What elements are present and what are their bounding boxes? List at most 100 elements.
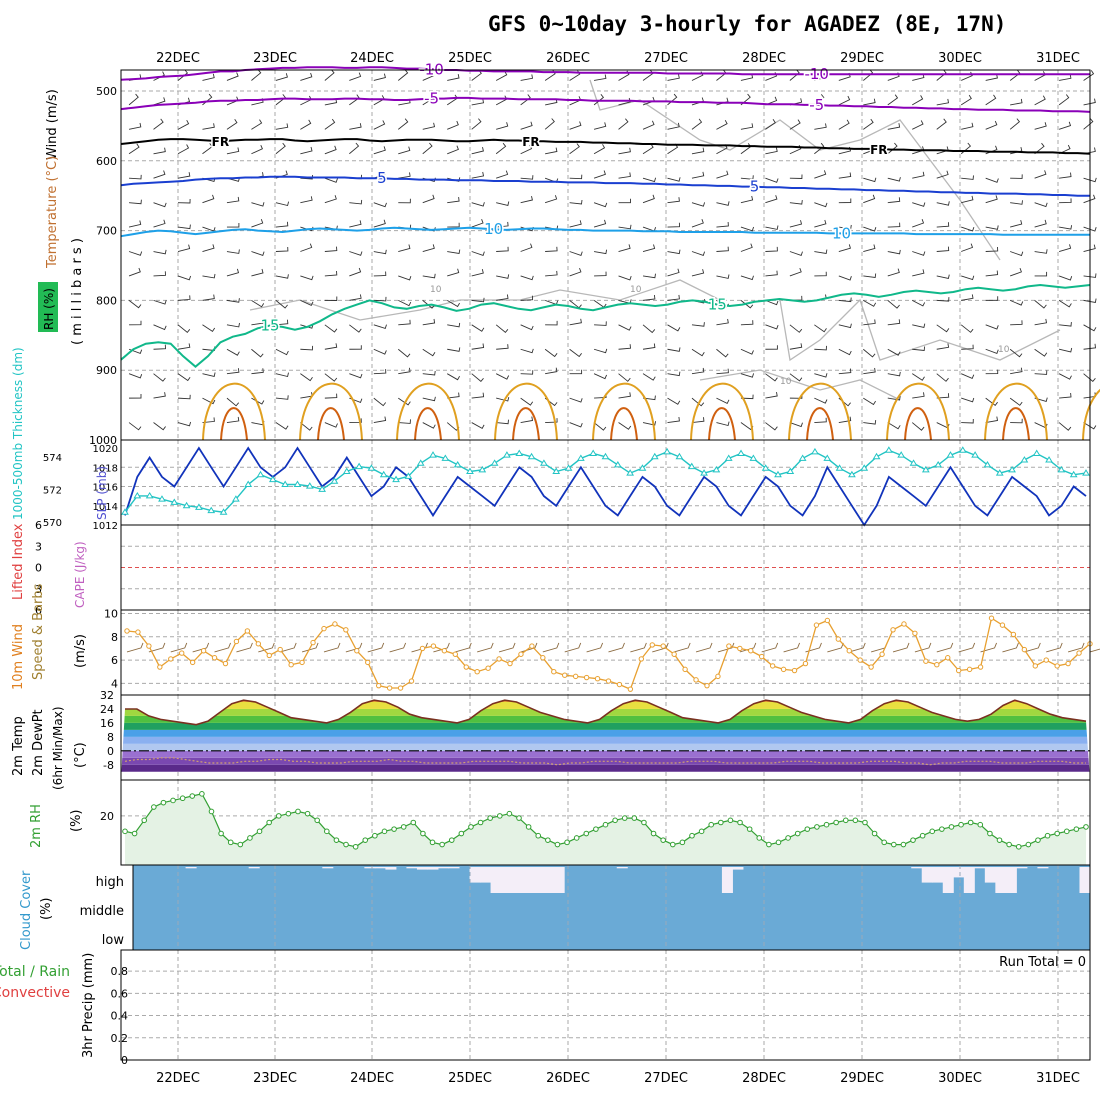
wind10-marker [266, 652, 272, 659]
rh-contour [249, 279, 721, 321]
panel-frame [120, 949, 1091, 1061]
wind10-marker [594, 675, 601, 682]
wind-barb [128, 143, 140, 155]
wind10-barb [148, 642, 166, 653]
wind-barb [667, 397, 681, 405]
isotherm-20 [592, 382, 656, 441]
wind-barb [324, 270, 338, 277]
wind-barb [177, 394, 191, 400]
wind-barb [765, 324, 779, 330]
wind-barb [716, 348, 729, 358]
wind-barb [593, 74, 607, 81]
wind-barb [985, 246, 999, 252]
wind-barb [887, 395, 901, 401]
wind-barb [814, 94, 825, 106]
wind-barb [985, 397, 998, 407]
wind-barb [153, 71, 165, 81]
wind-barb [667, 416, 680, 423]
slp-tick-label: 1016 [93, 483, 118, 494]
wind-barb [422, 194, 435, 204]
wind-barb [202, 123, 215, 130]
wind-barb [814, 324, 827, 333]
rh2m-marker [833, 819, 839, 826]
wind10-barb [980, 642, 997, 653]
rh-legend-swatch [38, 282, 58, 332]
wind-barb [740, 300, 754, 309]
wind10-barb [914, 642, 932, 653]
wind10-marker [1054, 663, 1060, 669]
wind-barb [300, 174, 314, 180]
isotherm-20 [1082, 389, 1100, 441]
wind-barb [275, 221, 289, 228]
wind-barb [667, 222, 680, 228]
wind-barb [863, 319, 876, 326]
wind-barb [642, 69, 654, 81]
isotherm-20 [202, 382, 266, 441]
wind-barb [716, 368, 729, 375]
wind10-barb [477, 642, 494, 653]
wind10-barb [1046, 642, 1063, 653]
wind-barb [349, 199, 363, 205]
wind-barb [251, 251, 265, 256]
rh-axis-label: RH (%) [42, 288, 56, 330]
lifted-index-label: Lifted Index [11, 523, 26, 600]
thickness-marker [1032, 449, 1041, 457]
wind10-marker [846, 648, 852, 654]
cloud-gap-bar [1079, 867, 1091, 893]
wind-barb [985, 416, 999, 423]
wind-barb [642, 194, 655, 204]
wind-barb [153, 118, 164, 130]
rh2m-marker [948, 824, 955, 830]
wind-barb [495, 373, 510, 380]
wind-barb [226, 397, 240, 407]
wind-barb [324, 422, 338, 428]
thickness-marker [687, 462, 696, 470]
panel-cape: 6 3 0 3 6 [35, 519, 1091, 617]
wind10-barb [433, 642, 450, 653]
wind10-barb [1067, 642, 1085, 653]
rh2m-marker [871, 830, 878, 837]
thickness-marker [663, 447, 671, 455]
wind10-units: (m/s) [73, 634, 88, 668]
rh2m-marker [372, 832, 378, 839]
wind-barb [618, 118, 629, 130]
thickness-marker [503, 451, 511, 458]
wind-barb [1010, 174, 1023, 179]
wind-barb [716, 170, 729, 179]
rh2m-marker [448, 837, 455, 843]
wind-barb [520, 370, 534, 375]
temp-band [121, 764, 1090, 772]
rh2m-marker [429, 839, 436, 846]
wind-barb [1083, 343, 1097, 350]
wind-barb [251, 219, 264, 228]
wind-barb [618, 97, 631, 106]
wind-barb [1058, 275, 1073, 281]
wind-barb [716, 221, 729, 228]
wind-barb [985, 296, 999, 301]
wind10-marker [452, 651, 458, 657]
wind-barb [961, 294, 974, 301]
wind-barb [275, 422, 289, 430]
isotherm-label: -10 [419, 60, 444, 78]
rh2m-marker [545, 837, 551, 843]
isotherm-label: 5 [750, 178, 760, 196]
precip-tick-label: 0.4 [111, 1010, 129, 1023]
wind-barb [1058, 299, 1072, 308]
wind-barb [985, 348, 999, 354]
wind-barb [520, 94, 531, 106]
thickness-marker [712, 465, 721, 473]
panel-wind10: 4 6 8 10 [104, 607, 1100, 696]
wind10-marker [200, 648, 207, 654]
wind-barb [838, 172, 852, 179]
wind-barb [1058, 244, 1072, 252]
rh2m-marker [641, 819, 647, 826]
wind10-marker [179, 650, 185, 656]
wind-barb [1059, 172, 1072, 179]
wind10-marker [168, 656, 174, 662]
rh2m-marker [487, 815, 493, 821]
rh2m-marker [775, 839, 782, 846]
isotherm-label: 10 [484, 220, 503, 238]
wind-barb [177, 69, 189, 81]
wind10-marker [146, 643, 152, 649]
wind-barb [642, 421, 657, 426]
